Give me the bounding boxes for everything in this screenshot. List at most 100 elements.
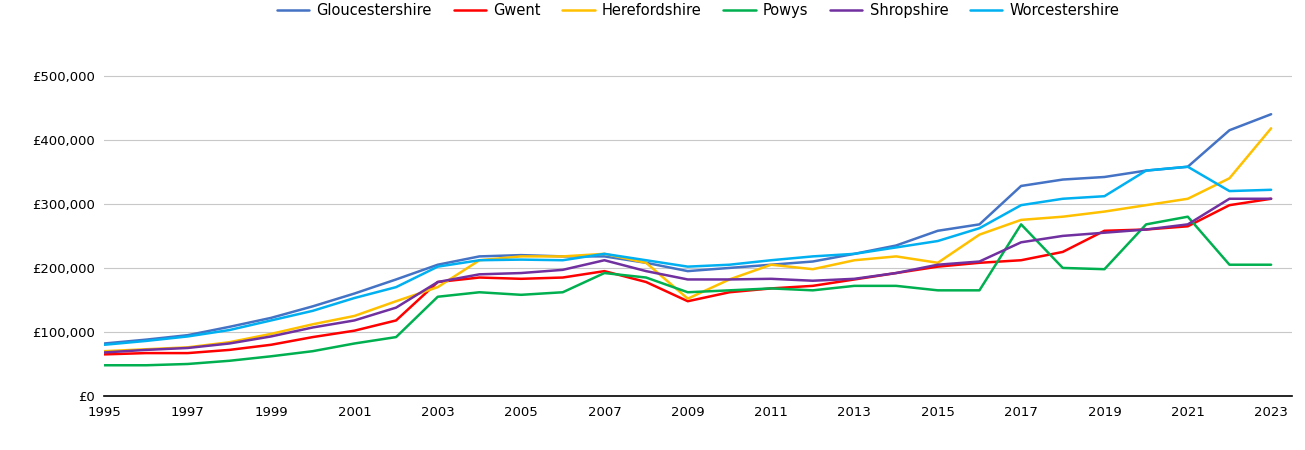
- Worcestershire: [1096, 194, 1112, 199]
- Gloucestershire: [555, 254, 570, 259]
- Powys: [596, 270, 612, 276]
- Herefordshire: [513, 254, 529, 259]
- Gwent: [305, 334, 321, 340]
- Powys: [1013, 222, 1028, 227]
- Worcestershire: [972, 225, 988, 231]
- Shropshire: [1221, 196, 1237, 202]
- Gloucestershire: [1221, 127, 1237, 133]
- Herefordshire: [1138, 202, 1154, 208]
- Gwent: [889, 270, 904, 276]
- Worcestershire: [138, 338, 154, 344]
- Powys: [930, 288, 946, 293]
- Shropshire: [138, 347, 154, 353]
- Powys: [513, 292, 529, 297]
- Line: Powys: Powys: [104, 217, 1271, 365]
- Herefordshire: [1054, 214, 1070, 220]
- Shropshire: [596, 257, 612, 263]
- Worcestershire: [805, 254, 821, 259]
- Shropshire: [471, 272, 487, 277]
- Herefordshire: [1221, 176, 1237, 181]
- Shropshire: [889, 270, 904, 276]
- Shropshire: [1138, 227, 1154, 232]
- Herefordshire: [1096, 209, 1112, 214]
- Shropshire: [1096, 230, 1112, 235]
- Herefordshire: [680, 296, 696, 302]
- Worcestershire: [680, 264, 696, 270]
- Powys: [180, 361, 196, 367]
- Powys: [222, 358, 238, 364]
- Shropshire: [513, 270, 529, 276]
- Line: Worcestershire: Worcestershire: [104, 167, 1271, 345]
- Gloucestershire: [638, 260, 654, 265]
- Legend: Gloucestershire, Gwent, Herefordshire, Powys, Shropshire, Worcestershire: Gloucestershire, Gwent, Herefordshire, P…: [271, 0, 1125, 24]
- Powys: [722, 288, 737, 293]
- Gwent: [513, 276, 529, 282]
- Shropshire: [180, 345, 196, 351]
- Powys: [847, 283, 863, 288]
- Gloucestershire: [389, 277, 405, 282]
- Worcestershire: [222, 327, 238, 333]
- Worcestershire: [930, 238, 946, 244]
- Herefordshire: [180, 345, 196, 350]
- Gwent: [347, 328, 363, 333]
- Gloucestershire: [930, 228, 946, 234]
- Line: Gwent: Gwent: [104, 199, 1271, 355]
- Shropshire: [1013, 239, 1028, 245]
- Powys: [305, 348, 321, 354]
- Shropshire: [264, 334, 279, 339]
- Shropshire: [805, 278, 821, 284]
- Gwent: [1138, 227, 1154, 232]
- Powys: [1138, 222, 1154, 227]
- Gloucestershire: [972, 222, 988, 227]
- Worcestershire: [889, 245, 904, 250]
- Gwent: [596, 268, 612, 274]
- Shropshire: [305, 325, 321, 330]
- Powys: [972, 288, 988, 293]
- Worcestershire: [638, 257, 654, 263]
- Gwent: [471, 275, 487, 280]
- Gwent: [180, 351, 196, 356]
- Worcestershire: [763, 257, 779, 263]
- Gwent: [1221, 202, 1237, 208]
- Shropshire: [389, 305, 405, 310]
- Line: Gloucestershire: Gloucestershire: [104, 114, 1271, 343]
- Gwent: [805, 283, 821, 288]
- Shropshire: [1054, 233, 1070, 238]
- Herefordshire: [138, 346, 154, 352]
- Herefordshire: [1263, 126, 1279, 131]
- Gwent: [97, 352, 112, 357]
- Shropshire: [1263, 196, 1279, 202]
- Line: Herefordshire: Herefordshire: [104, 128, 1271, 351]
- Herefordshire: [389, 298, 405, 304]
- Herefordshire: [722, 277, 737, 282]
- Gwent: [930, 264, 946, 270]
- Gloucestershire: [1180, 164, 1195, 170]
- Herefordshire: [97, 348, 112, 354]
- Gloucestershire: [680, 268, 696, 274]
- Herefordshire: [1180, 196, 1195, 202]
- Shropshire: [1180, 222, 1195, 227]
- Worcestershire: [471, 257, 487, 263]
- Gloucestershire: [347, 291, 363, 296]
- Gloucestershire: [138, 337, 154, 342]
- Shropshire: [930, 262, 946, 267]
- Worcestershire: [305, 308, 321, 314]
- Worcestershire: [555, 257, 570, 263]
- Herefordshire: [305, 322, 321, 327]
- Powys: [264, 354, 279, 359]
- Gloucestershire: [1013, 183, 1028, 189]
- Gwent: [1013, 257, 1028, 263]
- Worcestershire: [1013, 202, 1028, 208]
- Herefordshire: [972, 232, 988, 237]
- Herefordshire: [847, 257, 863, 263]
- Powys: [1263, 262, 1279, 267]
- Gwent: [638, 279, 654, 285]
- Worcestershire: [180, 334, 196, 339]
- Worcestershire: [1138, 168, 1154, 173]
- Powys: [347, 341, 363, 346]
- Powys: [1054, 265, 1070, 270]
- Shropshire: [222, 341, 238, 346]
- Herefordshire: [1013, 217, 1028, 223]
- Shropshire: [847, 276, 863, 282]
- Worcestershire: [1054, 196, 1070, 202]
